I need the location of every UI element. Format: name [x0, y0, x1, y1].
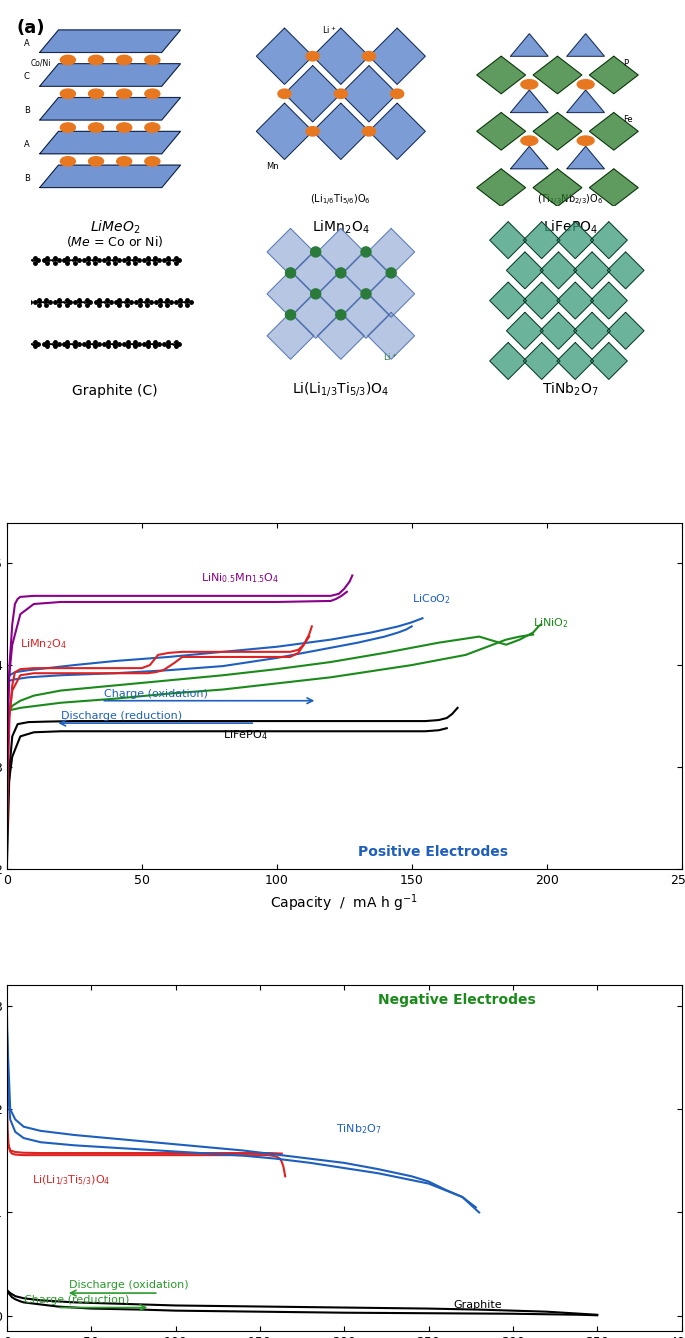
Text: LiMn$_2$O$_4$: LiMn$_2$O$_4$ — [312, 218, 370, 235]
Text: Graphite: Graphite — [454, 1299, 503, 1310]
Text: Charge (oxidation): Charge (oxidation) — [104, 689, 208, 698]
Text: TiNb$_2$O$_7$: TiNb$_2$O$_7$ — [542, 381, 599, 399]
Text: LiCoO$_2$: LiCoO$_2$ — [412, 591, 451, 606]
Text: Graphite (C): Graphite (C) — [72, 384, 158, 399]
Text: LiFePO$_4$: LiFePO$_4$ — [543, 218, 598, 235]
Text: (Ti$_{1/3}$Nb$_{2/3}$)O$_6$: (Ti$_{1/3}$Nb$_{2/3}$)O$_6$ — [537, 193, 603, 209]
Text: (a): (a) — [17, 19, 45, 36]
Text: Negative Electrodes: Negative Electrodes — [378, 993, 536, 1006]
Text: LiFePO$_4$: LiFePO$_4$ — [223, 728, 267, 743]
Text: Li(Li$_{1/3}$Ti$_{5/3}$)O$_4$: Li(Li$_{1/3}$Ti$_{5/3}$)O$_4$ — [292, 380, 390, 399]
Text: ($\it{Me}$ = Co or Ni): ($\it{Me}$ = Co or Ni) — [66, 234, 164, 249]
Text: LiNiO$_2$: LiNiO$_2$ — [533, 617, 569, 630]
X-axis label: Capacity  /  mA h g$^{-1}$: Capacity / mA h g$^{-1}$ — [271, 892, 418, 914]
Text: Positive Electrodes: Positive Electrodes — [358, 846, 508, 859]
Text: Li$\it{Me}$O$_2$: Li$\it{Me}$O$_2$ — [90, 218, 140, 235]
Text: Li(Li$_{1/3}$Ti$_{5/3}$)O$_4$: Li(Li$_{1/3}$Ti$_{5/3}$)O$_4$ — [32, 1173, 110, 1188]
Text: LiMn$_2$O$_4$: LiMn$_2$O$_4$ — [21, 637, 67, 650]
Text: Discharge (reduction): Discharge (reduction) — [61, 710, 182, 721]
Text: Charge (reduction): Charge (reduction) — [24, 1295, 129, 1306]
Text: Discharge (oxidation): Discharge (oxidation) — [69, 1280, 189, 1290]
Text: TiNb$_2$O$_7$: TiNb$_2$O$_7$ — [336, 1121, 382, 1136]
Text: (Li$_{1/6}$Ti$_{5/6}$)O$_6$: (Li$_{1/6}$Ti$_{5/6}$)O$_6$ — [310, 193, 371, 209]
Text: LiNi$_{0.5}$Mn$_{1.5}$O$_4$: LiNi$_{0.5}$Mn$_{1.5}$O$_4$ — [201, 571, 279, 586]
